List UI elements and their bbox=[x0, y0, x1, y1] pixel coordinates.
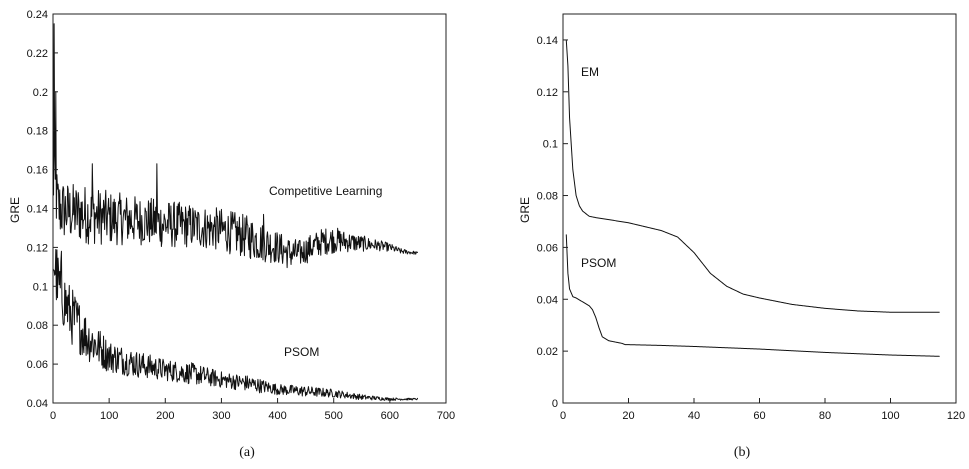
series-group-b bbox=[565, 39, 940, 357]
y-tick-label: 0.14 bbox=[27, 204, 48, 216]
x-tick-label: 20 bbox=[622, 410, 634, 422]
x-tick-label: 120 bbox=[947, 410, 965, 422]
y-tick-label: 0.24 bbox=[27, 9, 48, 21]
series-group-a bbox=[52, 23, 419, 401]
x-tick-label: 40 bbox=[688, 410, 700, 422]
y-tick-label: 0.12 bbox=[537, 87, 558, 99]
series-label-psom-b: PSOM bbox=[581, 256, 616, 270]
x-tick-label: 500 bbox=[325, 410, 343, 422]
y-axis-label-a: GRE bbox=[8, 197, 22, 223]
panel-a: 0 100 200 300 400 500 600 700 0.040.060.080.10.… bbox=[8, 9, 455, 460]
x-tick-label: 300 bbox=[212, 410, 230, 422]
y-tick-label: 0.16 bbox=[27, 165, 48, 177]
y-tick-label: 0.18 bbox=[27, 126, 48, 138]
y-axis-label-b: GRE bbox=[518, 197, 532, 223]
caption-b: (b) bbox=[734, 445, 751, 460]
y-tick-label: 0.02 bbox=[537, 346, 558, 358]
series-label-em: EM bbox=[581, 65, 599, 79]
plot-frame-b bbox=[562, 13, 957, 404]
y-tick-label: 0.1 bbox=[543, 139, 558, 151]
caption-a: (a) bbox=[239, 445, 255, 460]
y-tick-label: 0.22 bbox=[27, 48, 48, 60]
y-ticks-b: 0 0.02 0.04 0.06 0.08 0.1 0.12 0.14 bbox=[537, 35, 568, 410]
y-tick-label: 0.06 bbox=[537, 242, 558, 254]
x-tick-label: 700 bbox=[437, 410, 455, 422]
x-tick-label: 600 bbox=[381, 410, 399, 422]
y-tick-label: 0.2 bbox=[33, 87, 48, 99]
x-tick-label: 0 bbox=[50, 410, 56, 422]
y-tick-label: 0.06 bbox=[27, 359, 48, 371]
y-ticks-a: 0.04 0.06 0.08 0.1 0.12 0.14 0.16 0.18 0.2 0.22 0.… bbox=[27, 9, 58, 410]
series-line-em-b bbox=[565, 39, 940, 313]
x-tick-label: 200 bbox=[156, 410, 174, 422]
panel-b: 0 20 40 60 80 100 120 0 0.02 0.04 0.06 0.08 0.1 0.12… bbox=[518, 13, 965, 460]
series-label-psom-a: PSOM bbox=[284, 345, 319, 359]
series-line-psom-b bbox=[565, 234, 940, 357]
series-line-psom-a bbox=[52, 248, 419, 401]
x-ticks-a: 0 100 200 300 400 500 600 700 bbox=[50, 398, 455, 422]
x-ticks-b: 0 20 40 60 80 100 120 bbox=[560, 398, 965, 422]
series-label-competitive-learning: Competitive Learning bbox=[269, 184, 382, 198]
series-line-competitive-learning-a bbox=[52, 23, 418, 269]
y-tick-label: 0.04 bbox=[537, 294, 558, 306]
x-tick-label: 0 bbox=[560, 410, 566, 422]
y-tick-label: 0.08 bbox=[537, 191, 558, 203]
x-tick-label: 400 bbox=[268, 410, 286, 422]
plot-frame-a bbox=[52, 13, 447, 404]
y-tick-label: 0 bbox=[552, 398, 558, 410]
y-tick-label: 0.1 bbox=[33, 281, 48, 293]
y-tick-label: 0.14 bbox=[537, 35, 558, 47]
y-tick-label: 0.04 bbox=[27, 398, 48, 410]
y-tick-label: 0.12 bbox=[27, 242, 48, 254]
x-tick-label: 100 bbox=[100, 410, 118, 422]
x-tick-label: 100 bbox=[881, 410, 899, 422]
y-tick-label: 0.08 bbox=[27, 320, 48, 332]
x-tick-label: 60 bbox=[753, 410, 765, 422]
x-tick-label: 80 bbox=[819, 410, 831, 422]
